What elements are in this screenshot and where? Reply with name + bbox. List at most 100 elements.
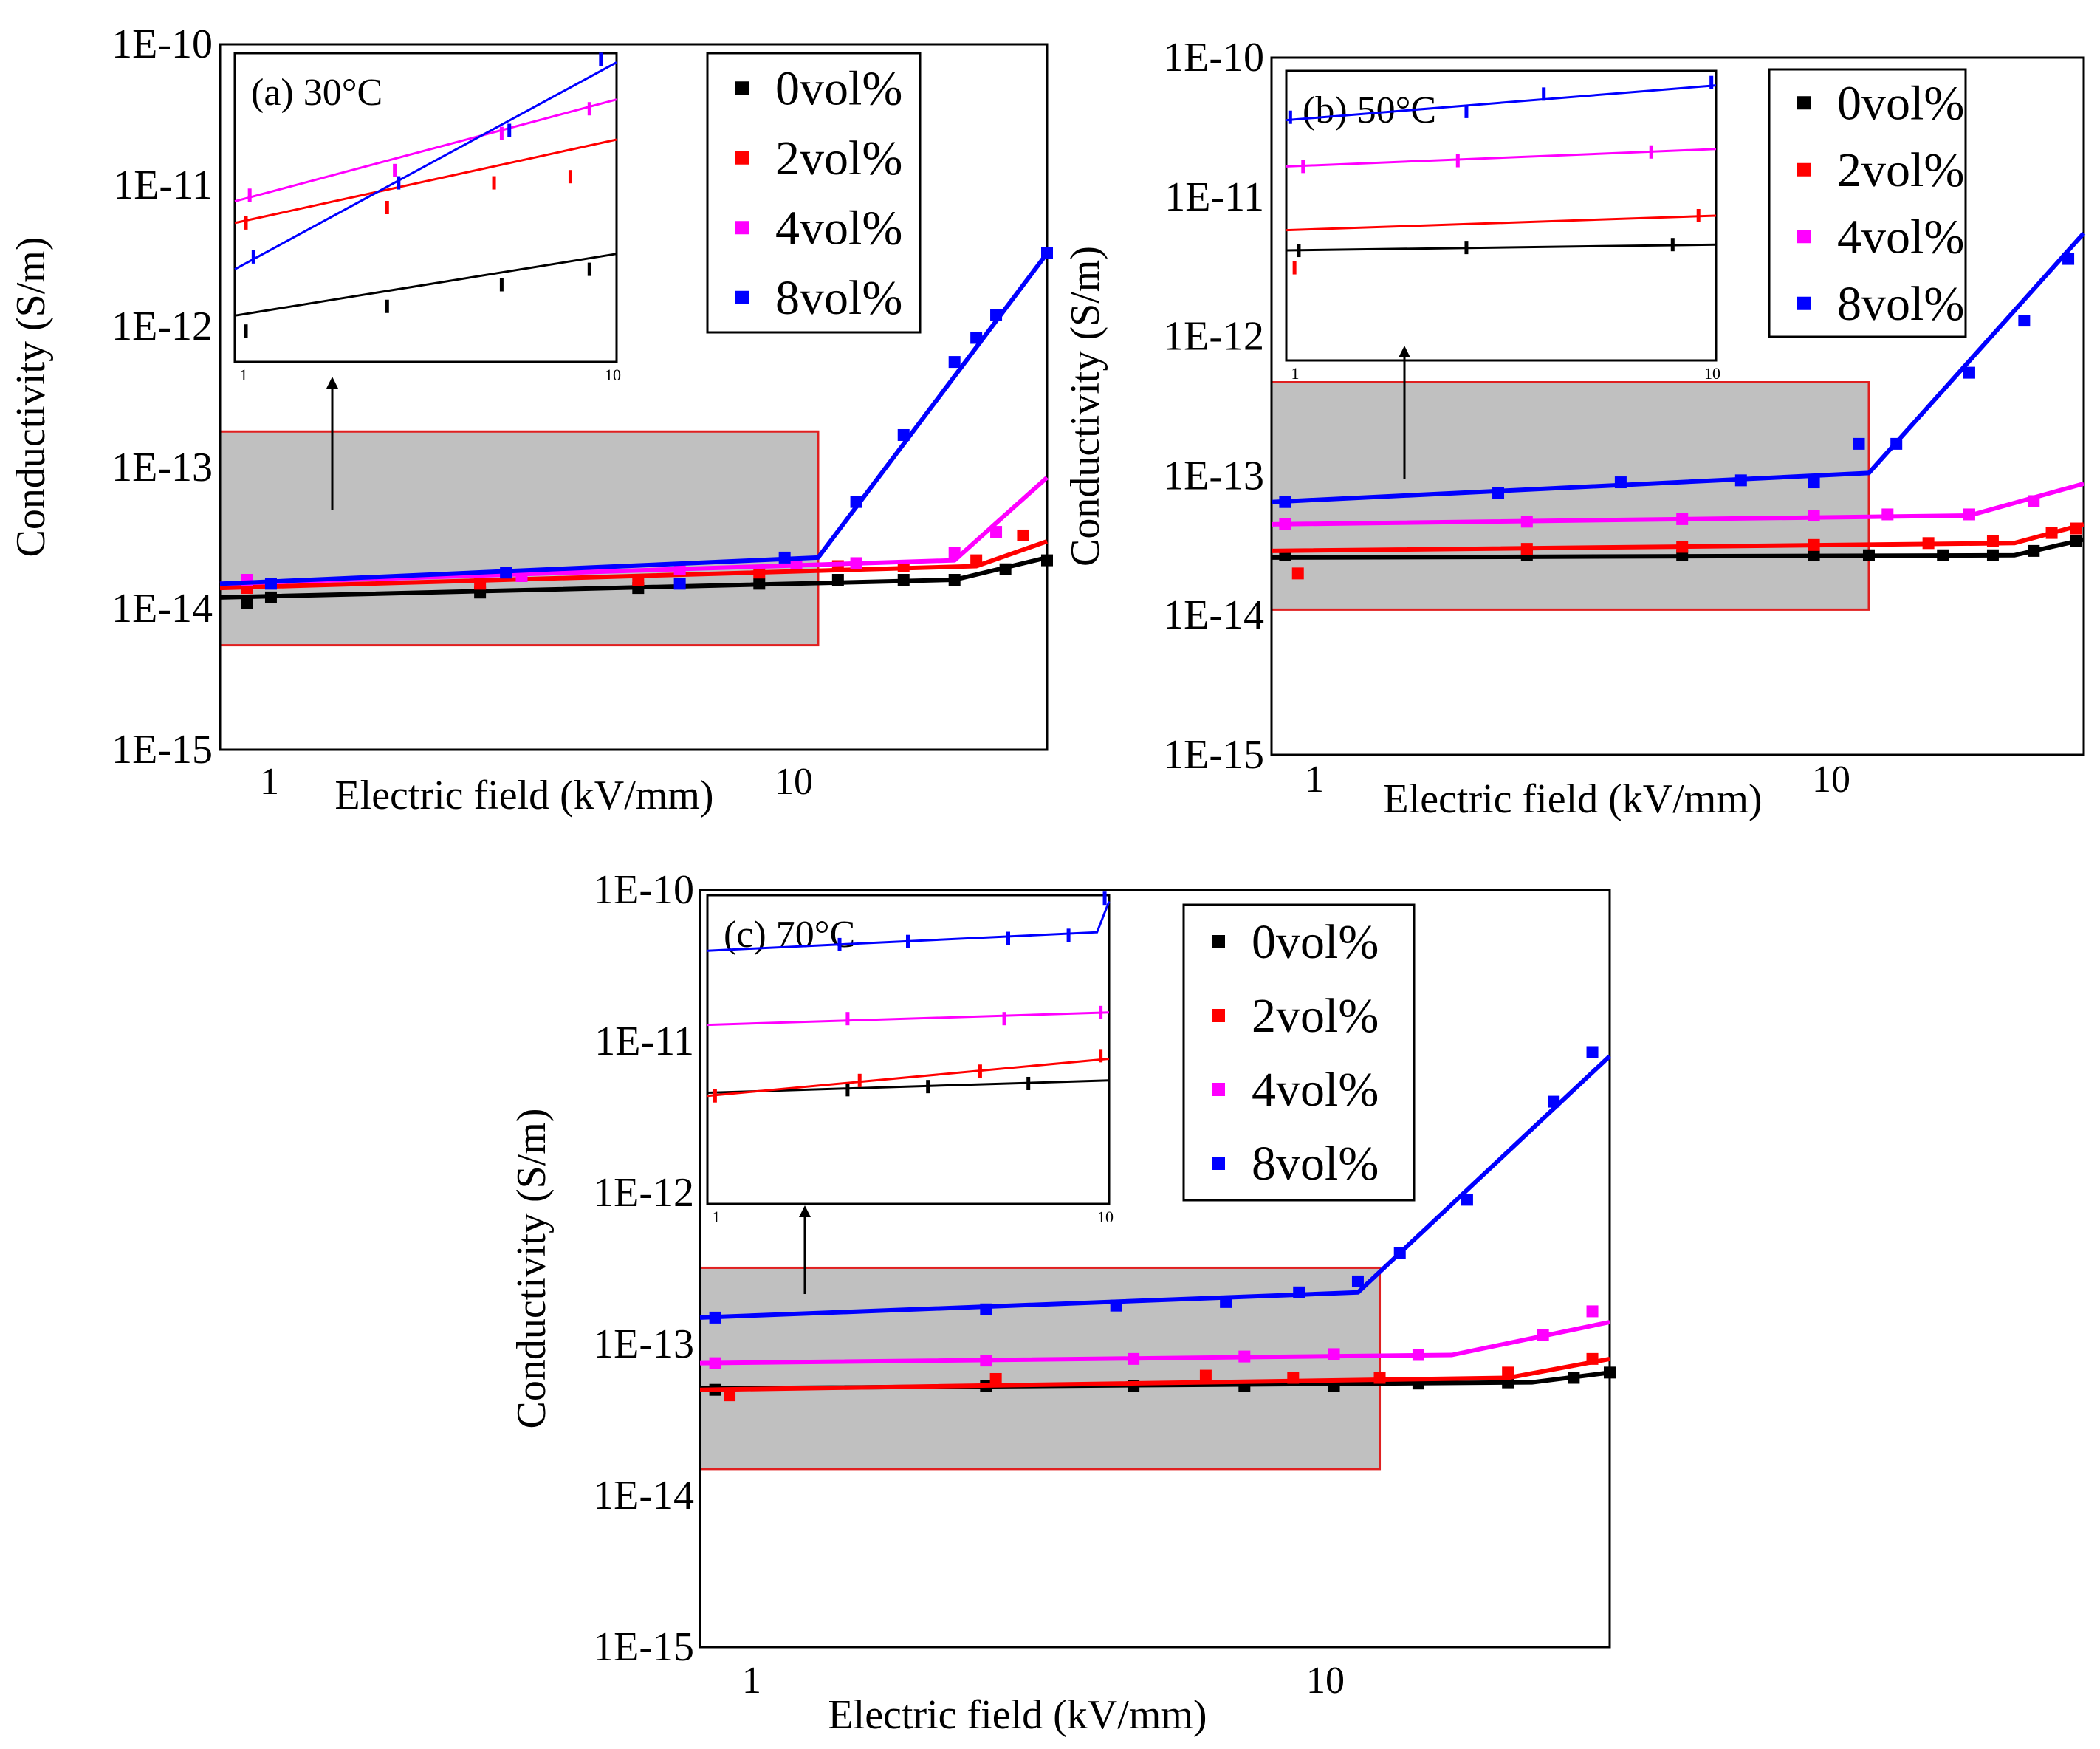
inset-data-point <box>1066 928 1071 942</box>
inset-data-point <box>1297 244 1301 258</box>
highlight-region <box>699 1266 1382 1471</box>
data-point <box>1734 474 1747 487</box>
panel-a-chart: 1E-15 1E-14 1E-13 1E-12 1E-11 1E-10 1 10 Electri… <box>8 21 1053 818</box>
data-point <box>724 1389 736 1402</box>
y-tick-label: 1E-13 <box>593 1321 694 1367</box>
inset-data-point <box>926 1080 930 1094</box>
series-line <box>699 1054 1612 1320</box>
plot-frame <box>1270 56 2085 756</box>
inset-data-point <box>1709 75 1714 89</box>
data-point <box>1922 537 1935 550</box>
data-point <box>1986 535 1999 547</box>
legend-marker <box>1797 296 1811 310</box>
legend-entry: 4vol% <box>1837 210 1964 264</box>
data-point <box>2062 253 2075 265</box>
data-point <box>1604 1366 1616 1379</box>
data-point <box>1963 366 1975 379</box>
panel-label: (a) 30°C <box>251 72 382 114</box>
data-point <box>1110 1299 1122 1312</box>
inset-data-point <box>568 170 572 184</box>
data-point <box>1862 549 1875 561</box>
inset-data-point <box>1464 104 1469 118</box>
series-line <box>699 1320 1610 1366</box>
legend-box <box>1768 68 1967 338</box>
data-point <box>1853 437 1865 450</box>
y-tick-label: 1E-15 <box>1163 732 1264 778</box>
data-point <box>1808 549 1820 561</box>
inset-data-point <box>857 1073 862 1087</box>
inset-data-point <box>1455 154 1460 168</box>
data-point <box>1279 518 1291 530</box>
data-point <box>1373 1372 1386 1384</box>
legend-marker <box>1797 96 1811 110</box>
inset-x-tick-label: 1 <box>1291 364 1300 383</box>
series-line <box>219 252 1049 586</box>
legend-marker <box>735 290 749 304</box>
inset-data-point <box>1670 238 1675 252</box>
inset-data-point <box>1288 110 1292 124</box>
data-point <box>1017 529 1029 541</box>
data-point <box>980 1355 992 1367</box>
data-point <box>1963 508 1975 521</box>
inset-series-line <box>1286 214 1717 232</box>
inset-series-line <box>234 138 617 225</box>
series-line <box>1271 522 2084 553</box>
data-point <box>1520 516 1533 528</box>
y-tick-label: 1E-13 <box>111 445 213 490</box>
y-tick-label: 1E-11 <box>594 1019 694 1064</box>
data-point <box>2028 495 2040 507</box>
inset-data-point <box>244 216 248 230</box>
inset-x-tick-label: 1 <box>240 366 248 384</box>
plot-frame <box>219 43 1049 751</box>
x-axis-label: Electric field (kV/mm) <box>828 1692 1207 1738</box>
y-axis-label: Conductivity (S/m) <box>8 237 54 558</box>
inset-data-point <box>244 324 248 338</box>
y-tick-label: 1E-15 <box>593 1624 694 1670</box>
inset-series-line <box>1286 84 1717 122</box>
legend-marker <box>1212 1157 1225 1170</box>
legend-entry: 2vol% <box>1837 143 1964 197</box>
y-tick-label: 1E-10 <box>593 867 694 913</box>
data-point <box>1537 1329 1549 1341</box>
inset-data-point <box>713 1089 717 1103</box>
data-point <box>264 591 277 603</box>
x-tick-label: 1 <box>260 761 279 803</box>
inset-data-point <box>1649 145 1653 159</box>
data-point <box>948 574 961 586</box>
data-point <box>2018 315 2031 327</box>
inset-data-point <box>385 299 389 313</box>
data-point <box>673 563 686 575</box>
legend-entry: 2vol% <box>775 131 902 185</box>
inset-data-point <box>1301 160 1305 174</box>
data-point <box>2028 544 2040 557</box>
data-point <box>1199 1369 1212 1382</box>
legend-entry: 0vol% <box>775 61 902 115</box>
data-point <box>1676 541 1689 553</box>
inset-data-point <box>1696 209 1701 222</box>
inset-data-point <box>1292 261 1297 275</box>
data-point <box>1586 1352 1599 1365</box>
data-point <box>970 332 983 344</box>
inset-x-tick-label: 1 <box>713 1208 721 1226</box>
inset-series-line <box>234 98 617 203</box>
legend-marker <box>1212 1083 1225 1096</box>
inset-data-point <box>1542 87 1546 101</box>
data-point <box>1238 1350 1251 1363</box>
data-point <box>709 1357 721 1369</box>
legend-marker <box>735 221 749 235</box>
data-point <box>1287 1372 1300 1384</box>
data-point <box>1548 1095 1560 1108</box>
data-point <box>1412 1349 1424 1361</box>
data-point <box>2045 527 2058 539</box>
zoom-arrow-head <box>799 1205 811 1217</box>
inset-data-point <box>393 163 397 177</box>
inset-data-point <box>845 1083 850 1097</box>
plot-frame <box>699 889 1611 1649</box>
data-point <box>1461 1194 1473 1206</box>
y-tick-label: 1E-11 <box>113 162 213 208</box>
data-point <box>1291 567 1304 580</box>
data-point <box>2070 535 2082 547</box>
inset-data-point <box>1026 1076 1031 1090</box>
inset-data-point <box>587 102 591 116</box>
zoom-arrow-head <box>326 377 338 389</box>
